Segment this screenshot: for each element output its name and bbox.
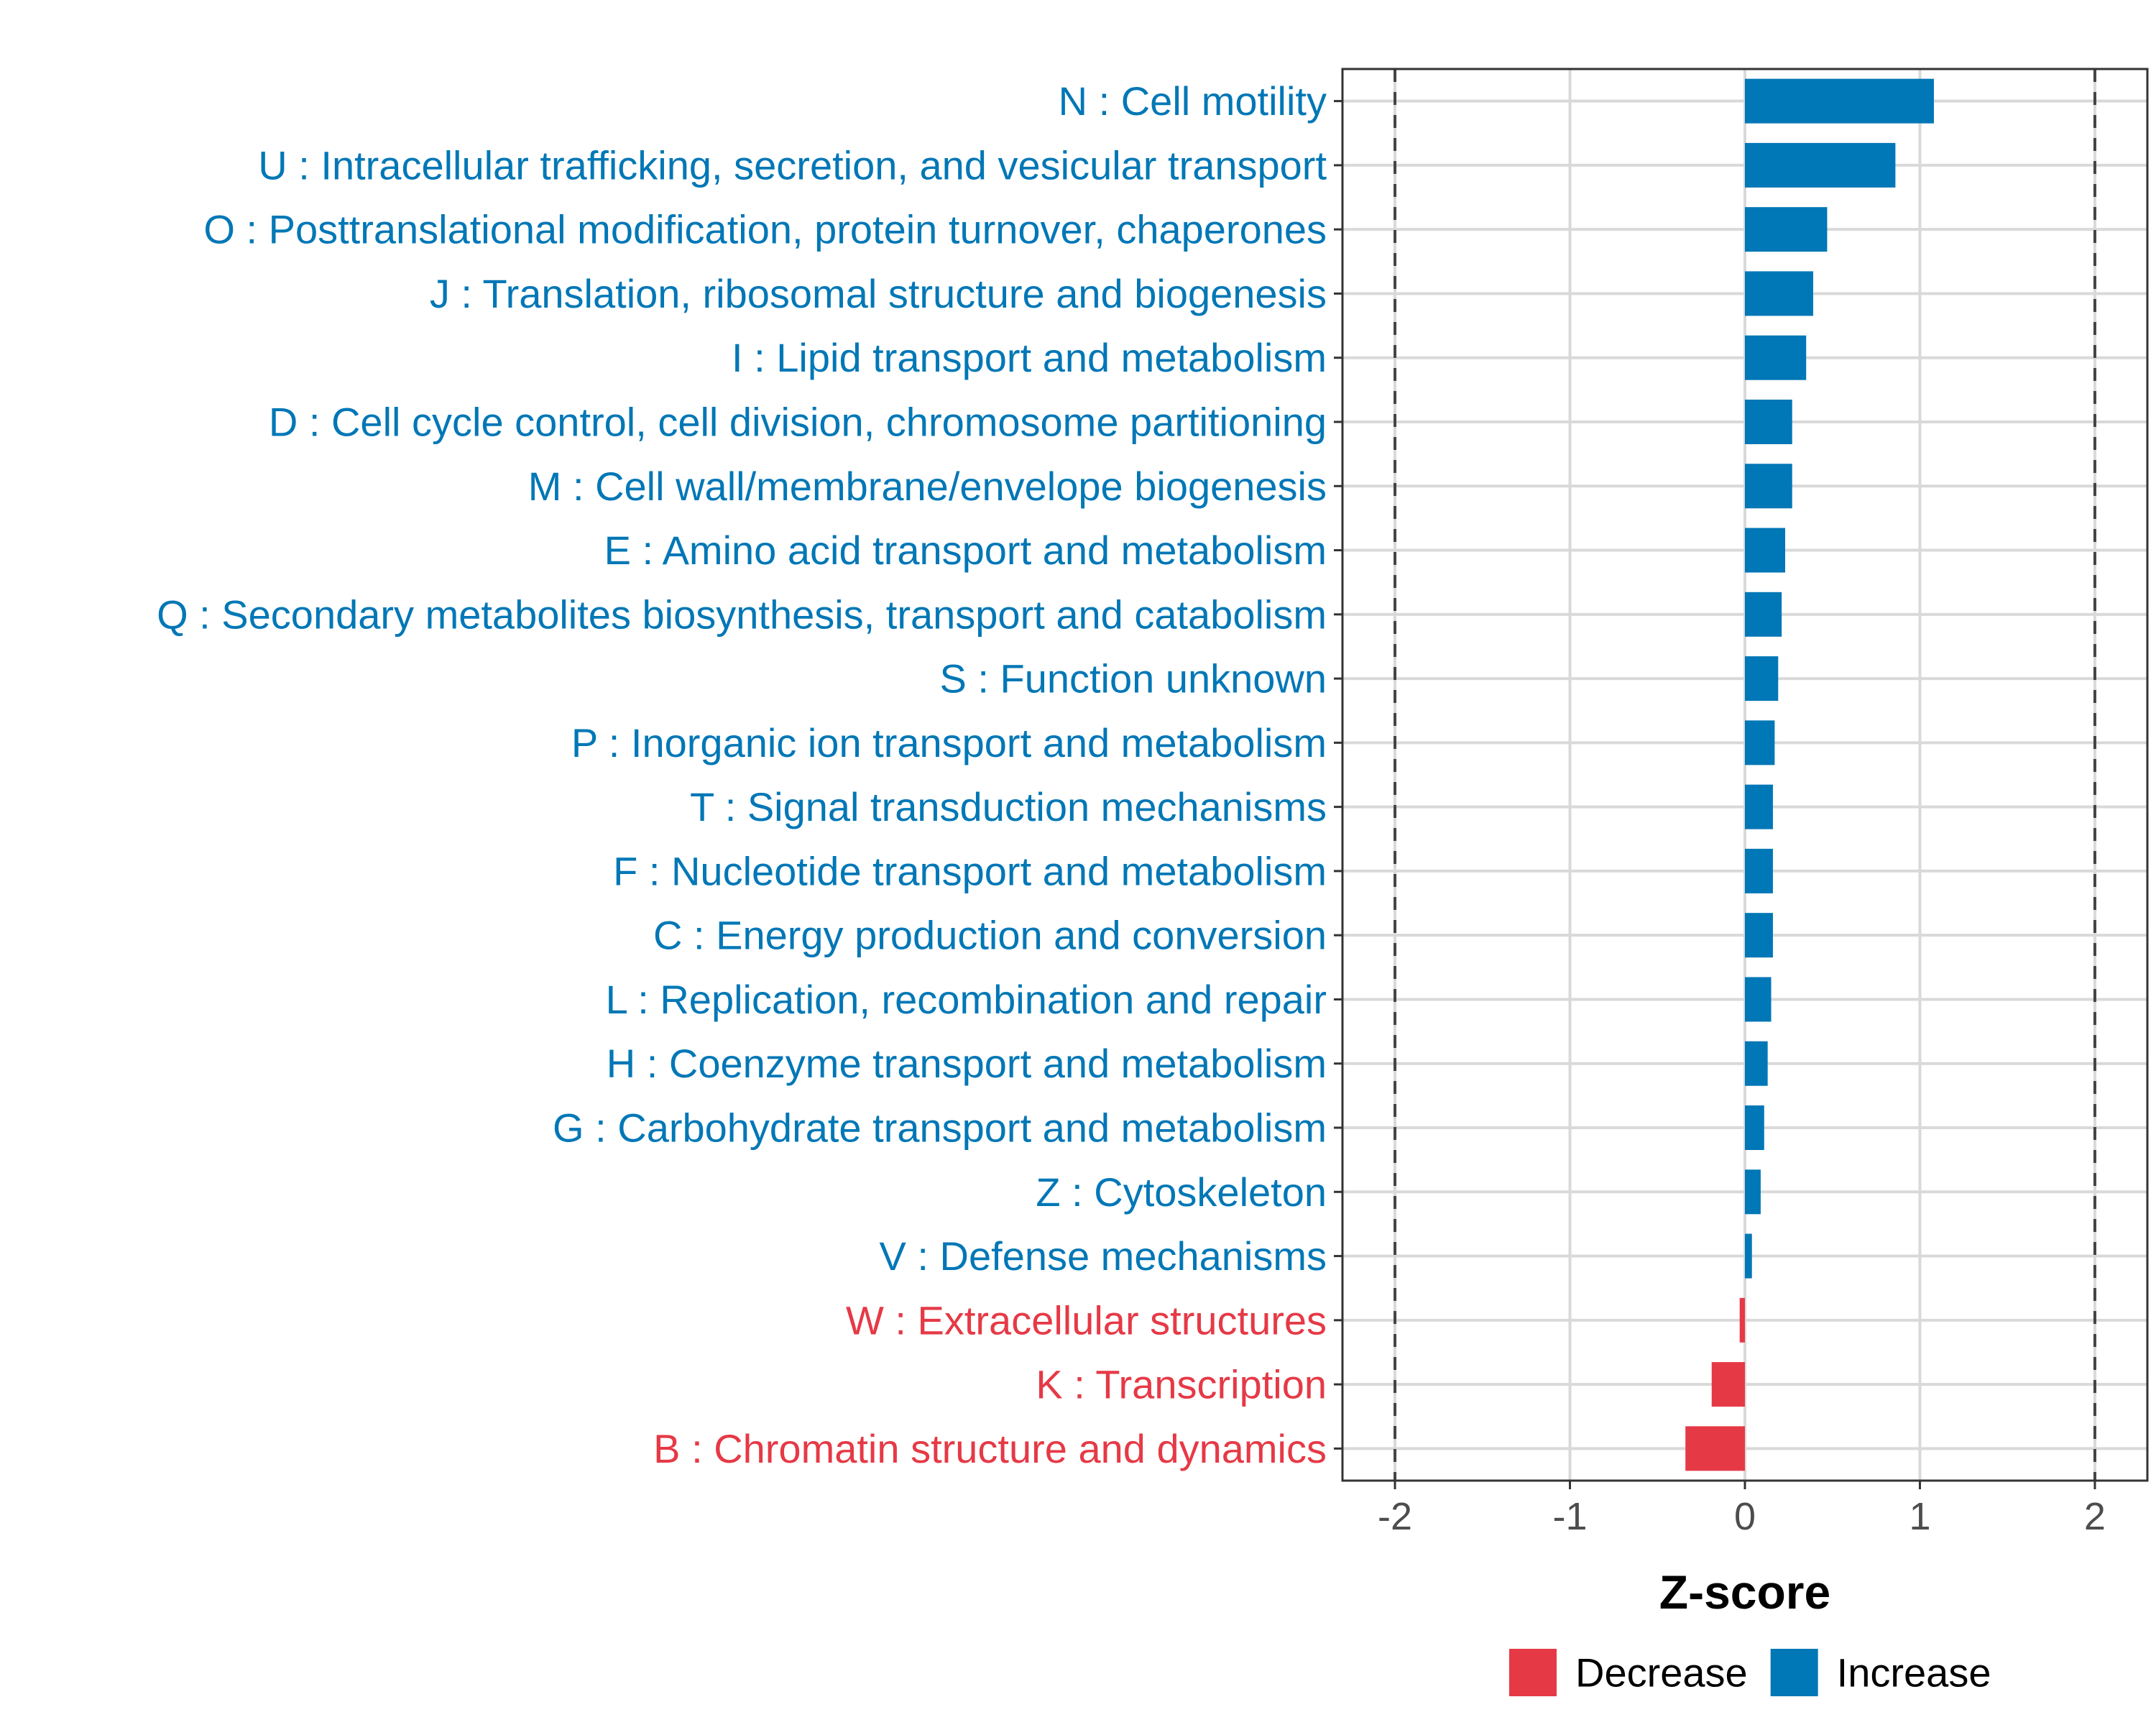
bar [1745, 464, 1792, 509]
bar [1745, 271, 1813, 316]
x-axis-title: Z-score [1659, 1565, 1830, 1619]
category-label: F : Nucleotide transport and metabolism [613, 848, 1327, 893]
y-axis-ticks [1334, 100, 1342, 1450]
bar [1739, 1297, 1745, 1343]
category-label: P : Inorganic ion transport and metaboli… [571, 720, 1327, 765]
legend-label: Decrease [1575, 1650, 1748, 1696]
bar [1745, 207, 1828, 252]
category-label: G : Carbohydrate transport and metabolis… [553, 1105, 1327, 1151]
category-label: V : Defense mechanisms [880, 1233, 1327, 1279]
category-label: O : Posttranslational modification, prot… [203, 207, 1327, 252]
category-label: D : Cell cycle control, cell division, c… [269, 400, 1327, 445]
bar [1745, 656, 1779, 702]
bar [1745, 720, 1775, 765]
category-label: Q : Secondary metabolites biosynthesis, … [157, 592, 1327, 637]
category-label: Z : Cytoskeleton [1036, 1169, 1327, 1215]
legend-swatch [1509, 1649, 1557, 1696]
category-label: E : Amino acid transport and metabolism [604, 528, 1327, 573]
legend-swatch [1770, 1649, 1818, 1696]
x-tick-label: -1 [1553, 1495, 1588, 1538]
bar [1711, 1362, 1745, 1407]
legend-label: Increase [1837, 1650, 1991, 1696]
x-tick-label: 1 [1909, 1495, 1930, 1538]
x-tick-label: 2 [2084, 1495, 2106, 1538]
bar [1745, 1233, 1752, 1279]
bar [1745, 400, 1792, 444]
bar [1745, 977, 1772, 1022]
bar [1745, 78, 1934, 124]
bar [1745, 142, 1896, 188]
category-label: L : Replication, recombination and repai… [606, 977, 1327, 1022]
category-label: B : Chromatin structure and dynamics [653, 1426, 1327, 1471]
bar [1745, 784, 1773, 829]
bar [1745, 1041, 1768, 1086]
category-label: S : Function unknown [939, 656, 1327, 702]
category-label: T : Signal transduction mechanisms [690, 784, 1327, 829]
category-label: J : Translation, ribosomal structure and… [430, 271, 1327, 316]
x-axis-labels: -2 -1 0 1 2 [1378, 1495, 2106, 1538]
bar [1745, 848, 1773, 893]
bar [1745, 335, 1807, 380]
category-label: K : Transcription [1036, 1362, 1327, 1407]
bar [1745, 1105, 1764, 1150]
x-tick-label: -2 [1378, 1495, 1412, 1538]
bar [1745, 1169, 1761, 1215]
y-axis-labels: N : Cell motility U : Intracellular traff… [157, 78, 1327, 1471]
bar [1745, 913, 1773, 958]
category-label: I : Lipid transport and metabolism [732, 335, 1327, 380]
category-label: H : Coenzyme transport and metabolism [607, 1041, 1327, 1086]
bar [1745, 528, 1785, 573]
category-label: U : Intracellular trafficking, secretion… [258, 142, 1327, 188]
x-tick-label: 0 [1734, 1495, 1756, 1538]
category-label: N : Cell motility [1059, 78, 1327, 124]
bar [1745, 592, 1782, 637]
bar [1685, 1426, 1745, 1471]
reference-lines [1393, 69, 2096, 1481]
category-label: M : Cell wall/membrane/envelope biogenes… [528, 464, 1327, 509]
category-label: C : Energy production and conversion [653, 913, 1327, 958]
bars [1685, 78, 1934, 1471]
legend: Decrease Increase [1509, 1649, 1991, 1696]
x-axis-ticks [1393, 1481, 2096, 1489]
category-label: W : Extracellular structures [846, 1297, 1327, 1343]
